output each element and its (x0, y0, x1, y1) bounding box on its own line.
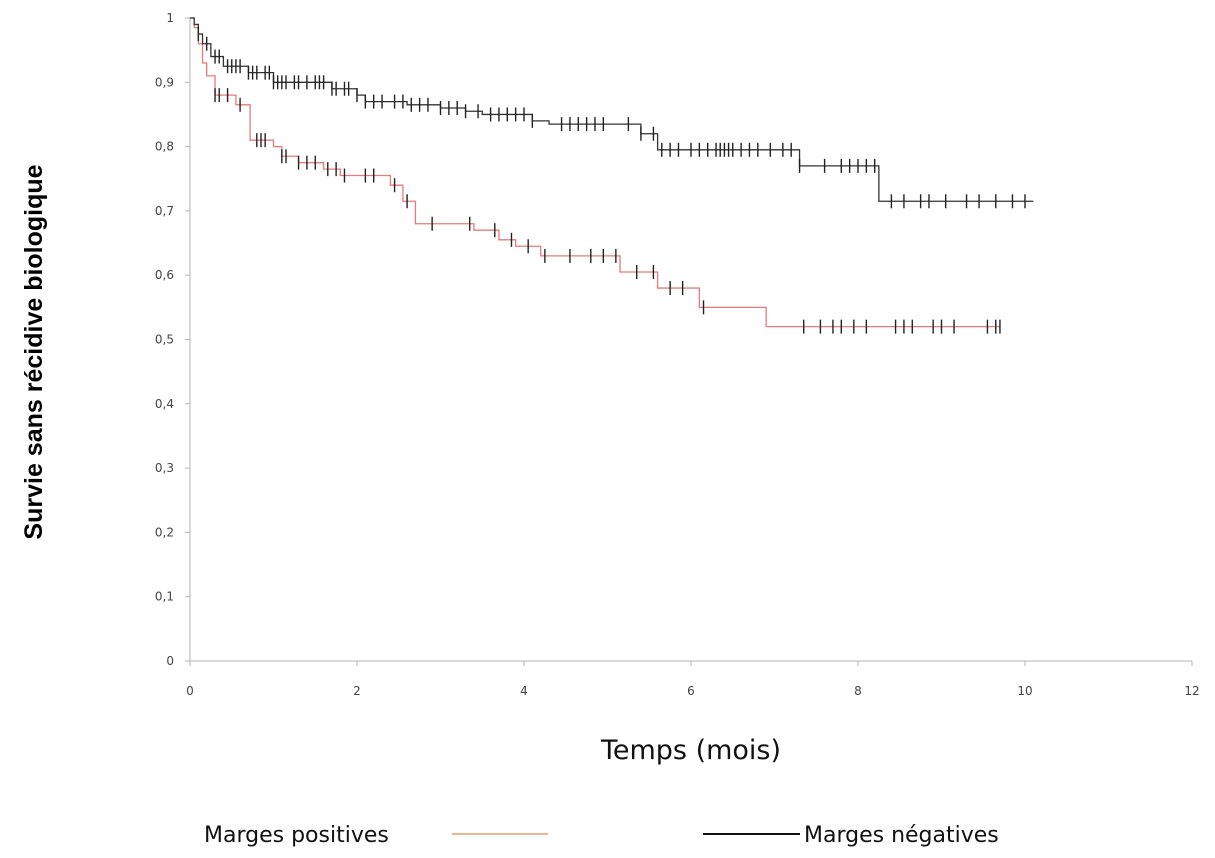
x-tick-label: 4 (520, 684, 528, 698)
x-tick-label: 0 (186, 684, 194, 698)
x-tick-label: 8 (854, 684, 862, 698)
y-tick-label: 0 (166, 654, 174, 668)
y-tick-label: 0,3 (155, 461, 174, 475)
y-tick-label: 1 (166, 11, 174, 25)
y-tick-label: 0,6 (155, 268, 174, 282)
y-tick-label: 0,7 (155, 204, 174, 218)
series-positive (190, 17, 1001, 334)
x-tick-label: 2 (353, 684, 361, 698)
y-tick-label: 0,9 (155, 75, 174, 89)
x-ticks: 0 2 4 6 8 10 12 (186, 661, 1200, 698)
legend-label-negative: Marges négatives (804, 823, 999, 848)
series-line-positive (190, 17, 1000, 328)
series-negative (190, 17, 1034, 209)
y-tick-label: 0,8 (155, 140, 174, 154)
series-layer (190, 17, 1034, 334)
y-tick-label: 0,5 (155, 333, 174, 347)
axes: 0 0,1 0,2 0,3 0,4 0,5 0,6 0,7 0,8 0,9 1 0 2 4 6 8 10 12 (155, 11, 1200, 698)
y-tick-label: 0,1 (155, 590, 174, 604)
y-axis-title: Survie sans récidive biologique (20, 164, 48, 539)
y-tick-label: 0,2 (155, 525, 174, 539)
x-tick-label: 6 (687, 684, 695, 698)
x-tick-label: 12 (1184, 684, 1199, 698)
y-tick-label: 0,4 (155, 397, 174, 411)
x-tick-label: 10 (1017, 684, 1032, 698)
x-axis-title: Temps (mois) (600, 735, 781, 766)
legend-label-positive: Marges positives (204, 823, 389, 848)
series-line-negative (190, 17, 1034, 202)
legend: Marges positives Marges négatives (204, 823, 999, 848)
y-ticks: 0 0,1 0,2 0,3 0,4 0,5 0,6 0,7 0,8 0,9 1 (155, 11, 190, 668)
